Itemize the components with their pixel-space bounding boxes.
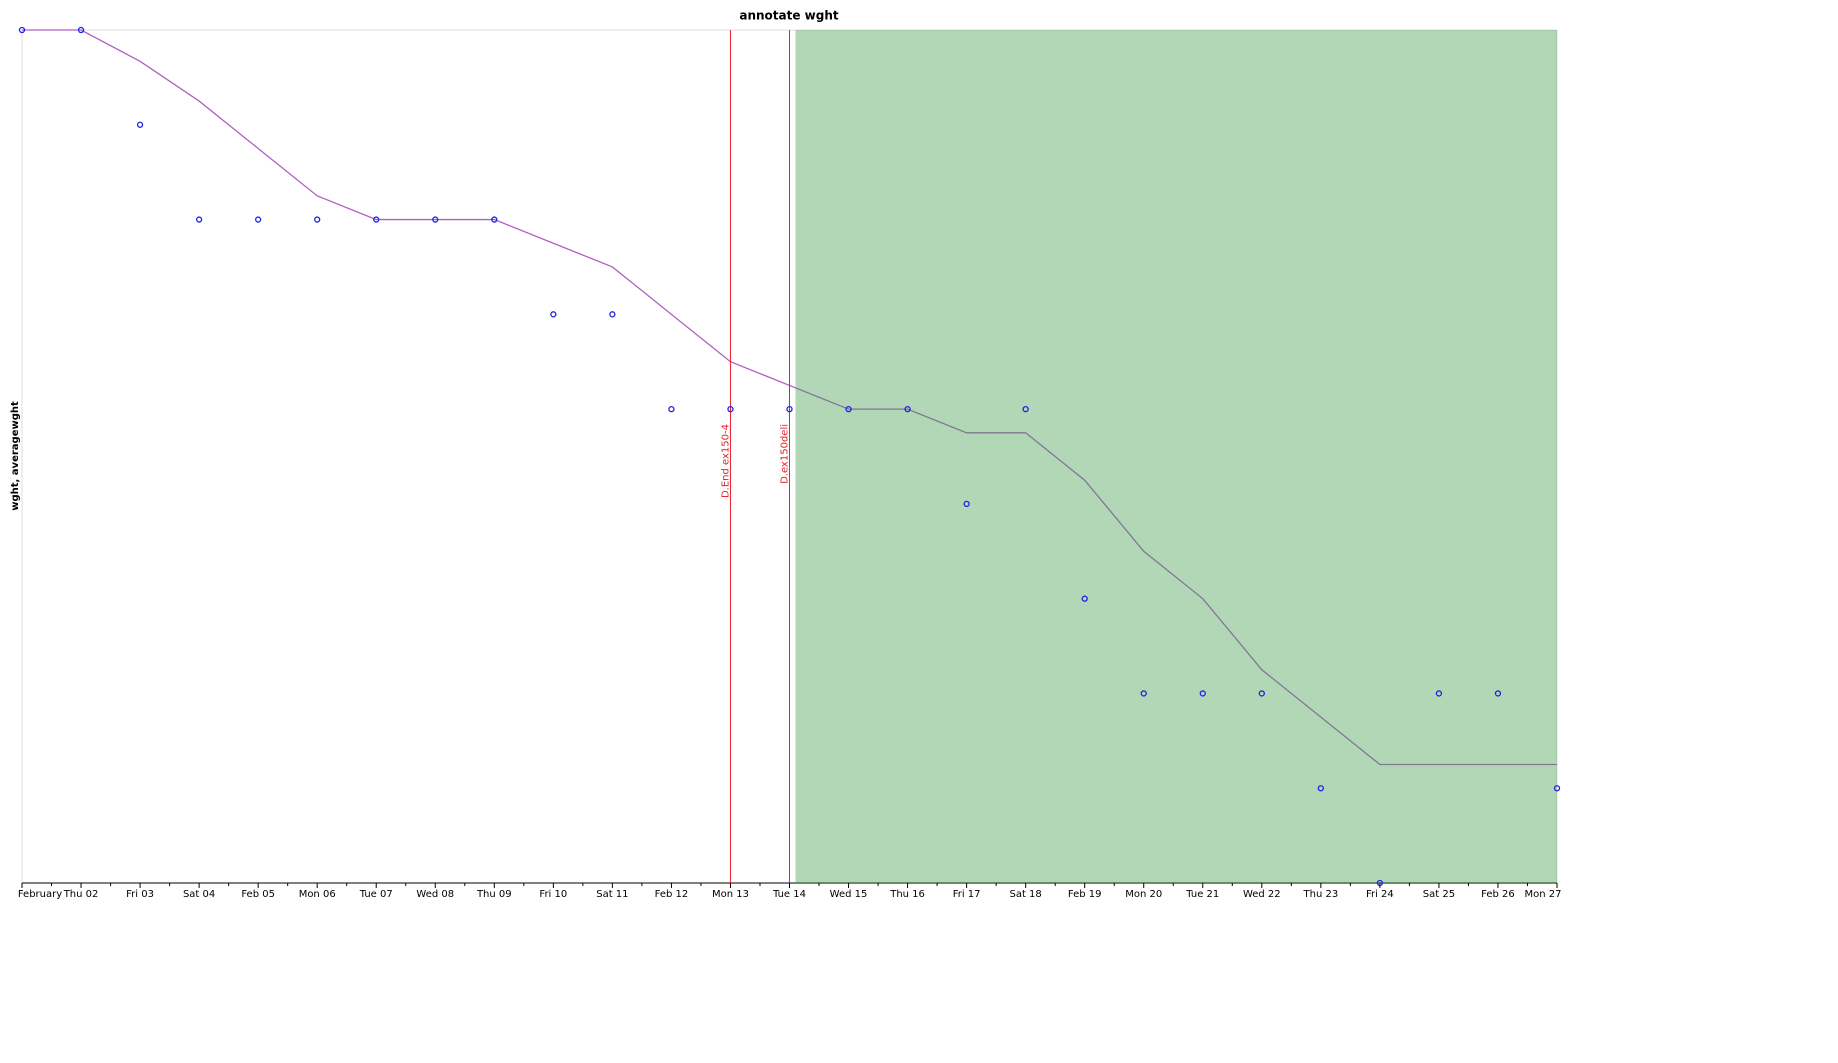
data-point xyxy=(904,405,911,413)
data-point xyxy=(786,405,793,413)
data-point xyxy=(491,216,498,223)
x-tick-label: Mon 06 xyxy=(299,889,336,900)
x-tick-label: Feb 19 xyxy=(1068,889,1102,900)
x-tick-label: Thu 02 xyxy=(63,889,99,900)
data-point xyxy=(373,216,380,223)
data-point xyxy=(77,26,85,34)
x-tick-label: Tue 14 xyxy=(772,889,806,900)
x-tick-label: Mon 20 xyxy=(1125,889,1162,900)
data-point xyxy=(845,405,852,413)
x-tick-label: February xyxy=(18,889,62,900)
data-point xyxy=(1317,785,1324,792)
x-tick-label: Tue 07 xyxy=(359,889,393,900)
x-tick-label: Sat 25 xyxy=(1423,889,1455,900)
x-tick-label: Sat 11 xyxy=(596,889,628,900)
x-tick-label: Mon 13 xyxy=(712,889,749,900)
x-tick-label: Mon 27 xyxy=(1525,889,1562,900)
data-point xyxy=(18,26,26,34)
y-axis-label: wght, averagewght xyxy=(10,401,21,511)
data-point xyxy=(963,500,970,508)
x-tick-label: Wed 22 xyxy=(1243,889,1281,900)
x-tick-label: Feb 26 xyxy=(1481,889,1515,900)
data-point xyxy=(136,121,144,128)
data-point xyxy=(609,311,616,318)
x-tick-label: Fri 03 xyxy=(126,889,154,900)
data-point xyxy=(727,405,734,413)
data-point xyxy=(1022,405,1029,413)
x-tick-label: Feb 12 xyxy=(655,889,689,900)
data-point xyxy=(1258,690,1265,697)
shaded-span xyxy=(795,30,1557,883)
data-point xyxy=(1199,690,1206,697)
x-tick-label: Wed 08 xyxy=(416,889,454,900)
x-tick-label: Thu 16 xyxy=(889,889,925,900)
x-tick-label: Feb 05 xyxy=(241,889,275,900)
x-tick-label: Fri 17 xyxy=(953,889,981,900)
data-point xyxy=(195,216,203,223)
x-tick-label: Thu 09 xyxy=(476,889,512,900)
data-point xyxy=(255,216,262,223)
x-tick-label: Thu 23 xyxy=(1303,889,1339,900)
data-point xyxy=(668,405,675,413)
data-point xyxy=(550,311,557,318)
data-point xyxy=(1494,690,1502,697)
x-tick-label: Tue 21 xyxy=(1185,889,1219,900)
x-tick-label: Fri 24 xyxy=(1366,889,1394,900)
x-tick-label: Sat 18 xyxy=(1009,889,1041,900)
data-point xyxy=(1553,785,1561,792)
data-point xyxy=(432,216,439,223)
annotation-label: D.ex150deli xyxy=(780,424,791,484)
x-tick-label: Sat 04 xyxy=(183,889,215,900)
x-tick-label: Wed 15 xyxy=(830,889,868,900)
annotation-label: D.End ex150-4 xyxy=(720,424,731,498)
data-point xyxy=(1140,690,1147,697)
data-point xyxy=(1435,690,1443,697)
data-point xyxy=(1376,879,1384,887)
data-point xyxy=(1081,595,1088,602)
data-point xyxy=(314,216,321,223)
chart-title: annotate wght xyxy=(739,9,839,23)
x-tick-label: Fri 10 xyxy=(539,889,567,900)
